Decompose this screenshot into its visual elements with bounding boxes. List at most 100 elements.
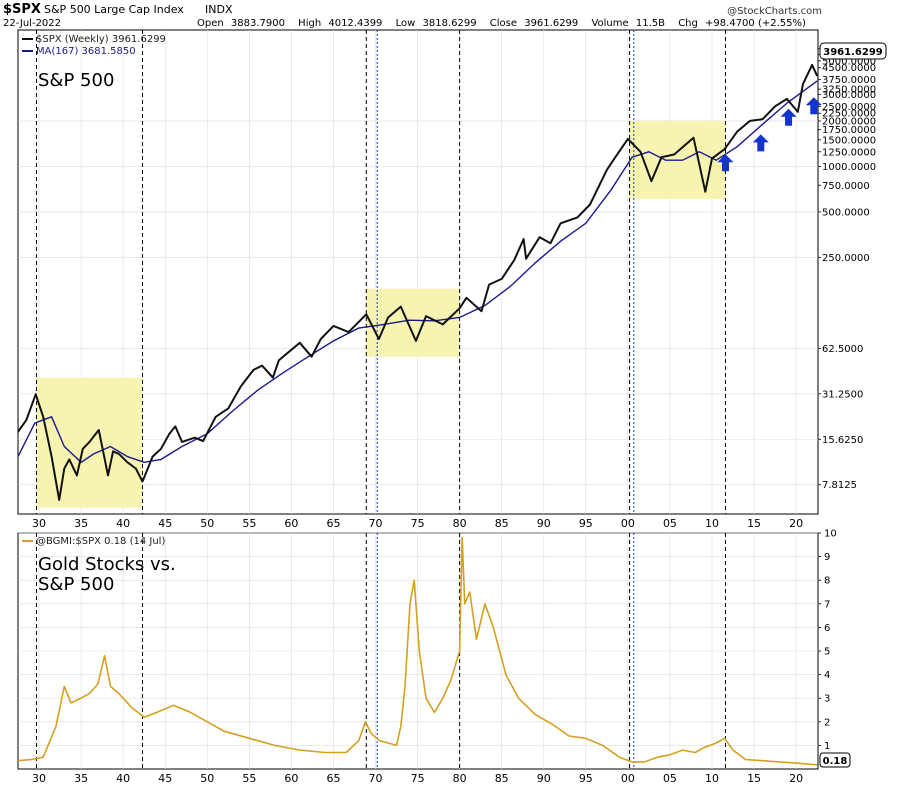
ratio-panel-grid [18,532,818,769]
ratio-legend-label: @BGMI:$SPX 0.18 (14 Jul) [36,536,165,547]
close-value: 3961.6299 [524,18,578,29]
y-tick-label: 62.5000 [822,344,863,355]
y-tick-label: 7.8125 [822,480,857,491]
y-tick-label: 750.0000 [822,181,870,192]
x-tick-label: 65 [326,772,340,785]
ratio-last-value: 0.18 [819,752,851,768]
y-tick-label: 500.0000 [822,207,870,218]
x-tick-label: 05 [663,517,677,530]
y-tick-label: 2500.0000 [822,102,876,113]
price-y-axis: 7.8125 15.6250 31.2500 62.5000 250.0000 500.0… [818,44,876,491]
x-tick-label: 60 [284,772,298,785]
x-tick-label: 80 [453,517,467,530]
buy-arrows [717,97,822,172]
ratio-legend: @BGMI:$SPX 0.18 (14 Jul) [22,536,165,547]
y-tick-label: 9 [824,552,830,563]
y-tick-label: 3250.0000 [822,85,876,96]
open-label: Open [197,18,224,29]
open-value: 3883.7900 [231,18,285,29]
price-x-axis: 30 35 40 45 50 55 60 65 70 75 80 85 90 95 00 05 10 15 20 [32,517,803,530]
x-tick-label: 40 [116,772,130,785]
y-tick-label: 10 [824,529,837,540]
y-tick-label: 31.2500 [822,389,863,400]
high-label: High [298,18,321,29]
chg-value: +98.4700 (+2.55%) [705,18,806,29]
y-tick-label: 4 [824,670,830,681]
x-tick-label: 60 [284,517,298,530]
y-tick-label: 1250.0000 [822,147,876,158]
price-panel-series [17,63,819,501]
volume-value: 11.5B [636,18,665,29]
x-tick-label: 50 [200,517,214,530]
up-arrow-icon [780,108,797,126]
ratio-y-axis: 1 2 3 4 5 6 7 8 9 10 [818,529,837,752]
x-tick-label: 75 [411,772,425,785]
y-tick-label: 7 [824,599,830,610]
y-tick-label: 5000.0000 [822,56,876,67]
x-tick-label: 55 [242,772,256,785]
low-value: 3818.6299 [423,18,477,29]
y-tick-label: 8 [824,576,830,587]
x-tick-label: 30 [32,517,46,530]
x-tick-label: 05 [663,772,677,785]
chg-label: Chg [678,18,698,29]
price-panel-grid [18,30,818,514]
x-tick-label: 55 [242,517,256,530]
x-tick-label: 30 [32,772,46,785]
highlight-boxes [36,120,726,508]
x-tick-label: 45 [158,772,172,785]
volume-label: Volume [591,18,628,29]
x-tick-label: 20 [789,772,803,785]
y-tick-label: 1 [824,741,830,752]
price-legend-label: $SPX (Weekly) 3961.6299 [36,34,166,45]
low-label: Low [396,18,416,29]
index-name: S&P 500 Large Cap Index [44,3,184,16]
x-tick-label: 00 [621,517,635,530]
x-tick-label: 50 [200,772,214,785]
x-tick-label: 65 [326,517,340,530]
x-tick-label: 80 [453,772,467,785]
ratio-panel-title-line2: S&P 500 [38,574,114,595]
ratio-last-value-label: 0.18 [823,756,848,767]
up-arrow-icon [805,97,822,115]
price-panel-title: S&P 500 [38,70,114,91]
y-tick-label: 2000.0000 [822,116,876,127]
y-tick-label: 6 [824,623,830,634]
x-tick-label: 90 [537,772,551,785]
y-tick-label: 2 [824,717,830,728]
ohlc-readout: Open 3883.7900 High 4012.4399 Low 3818.6… [197,18,806,29]
ma-167-line [17,80,818,464]
y-tick-label: 250.0000 [822,253,870,264]
x-tick-label: 35 [74,772,88,785]
x-tick-label: 35 [74,517,88,530]
high-value: 4012.4399 [328,18,382,29]
y-tick-label: 3000.0000 [822,90,876,101]
x-tick-label: 40 [116,517,130,530]
x-tick-label: 20 [789,517,803,530]
x-tick-label: 75 [411,517,425,530]
y-tick-label: 4500.0000 [822,63,876,74]
x-tick-label: 85 [495,517,509,530]
ma-legend-label: MA(167) 3681.5850 [36,46,136,57]
x-tick-label: 15 [747,772,761,785]
y-tick-label: 2250.0000 [822,109,876,120]
x-tick-label: 70 [369,772,383,785]
up-arrow-icon [752,134,769,152]
vertical-marker-lines [36,30,726,769]
ratio-last-value-box [819,752,851,768]
x-tick-label: 95 [579,772,593,785]
source-credit: @StockCharts.com [727,6,822,17]
x-tick-label: 00 [621,772,635,785]
gold-ratio-line [17,536,818,766]
ratio-panel-series [17,536,818,766]
ratio-panel-title-line1: Gold Stocks vs. [38,554,176,575]
price-last-value-box [819,42,887,60]
date: 22-Jul-2022 [3,18,61,29]
y-tick-label: 3750.0000 [822,75,876,86]
exchange: INDX [205,3,233,16]
y-tick-label: 15.6250 [822,435,863,446]
price-last-value: 3961.6299 [819,42,887,60]
x-tick-label: 90 [537,517,551,530]
y-tick-label: 5 [824,647,830,658]
